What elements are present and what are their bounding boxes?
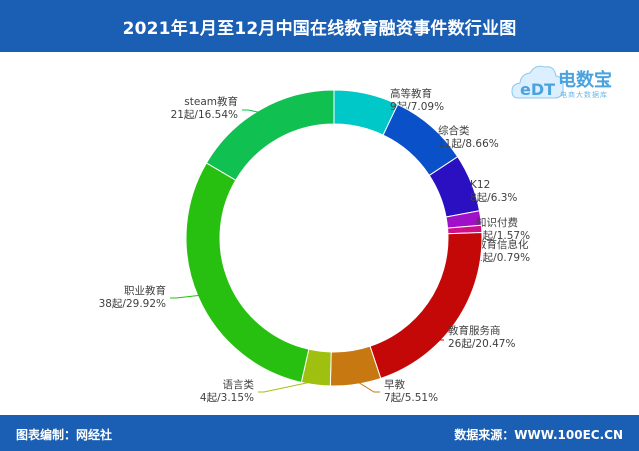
slice-name-label: 知识付费	[476, 216, 518, 229]
leader-line	[355, 379, 380, 393]
slice-name-label: 教育服务商	[448, 324, 501, 337]
donut-slice	[185, 162, 310, 383]
slice-value-label: 8起/6.3%	[470, 192, 517, 204]
slice-name-label: 早教	[384, 378, 405, 391]
header-bar: 2021年1月至12月中国在线教育融资事件数行业图	[0, 0, 639, 52]
leader-line	[458, 183, 468, 194]
slice-value-label: 2起/1.57%	[476, 230, 530, 242]
leader-line	[365, 97, 386, 103]
donut-chart: 高等教育9起/7.09%综合类11起/8.66%K128起/6.3%知识付费2起…	[99, 87, 531, 404]
slice-value-label: 11起/8.66%	[438, 138, 499, 150]
logo-tagline: 电商大数据库	[560, 91, 608, 99]
slice-name-label: 语言类	[223, 378, 255, 391]
leader-line	[258, 380, 317, 393]
leader-line	[242, 109, 263, 114]
slice-name-label: 教育信息化	[476, 238, 529, 251]
logo-name: 电数宝	[558, 70, 612, 91]
slice-value-label: 21起/16.54%	[171, 109, 238, 121]
footer-editor: 图表编制：网经社	[16, 428, 113, 442]
chart-title: 2021年1月至12月中国在线教育融资事件数行业图	[122, 18, 517, 39]
slice-name-label: steam教育	[184, 95, 238, 108]
footer-source: 数据来源：WWW.100EC.CN	[454, 428, 623, 442]
leader-line	[427, 129, 434, 139]
slice-name-label: K12	[470, 179, 490, 191]
slice-value-label: 4起/3.15%	[200, 392, 254, 404]
slice-name-label: 高等教育	[390, 87, 432, 100]
slice-name-label: 职业教育	[124, 284, 166, 297]
leader-line	[170, 294, 202, 299]
footer-bar: 图表编制：网经社 数据来源：WWW.100EC.CN	[0, 415, 639, 451]
leader-line	[437, 319, 453, 341]
logo-mark: eDT	[520, 80, 555, 99]
slice-value-label: 7起/5.51%	[384, 392, 438, 404]
slice-value-label: 38起/29.92%	[99, 298, 166, 310]
donut-slice	[369, 231, 483, 380]
slice-value-label: 1起/0.79%	[476, 252, 530, 264]
cloud-logo-icon: eDT	[511, 65, 564, 99]
donut-slice	[205, 89, 335, 181]
slice-value-label: 26起/20.47%	[448, 338, 515, 350]
slice-name-label: 综合类	[438, 124, 470, 137]
